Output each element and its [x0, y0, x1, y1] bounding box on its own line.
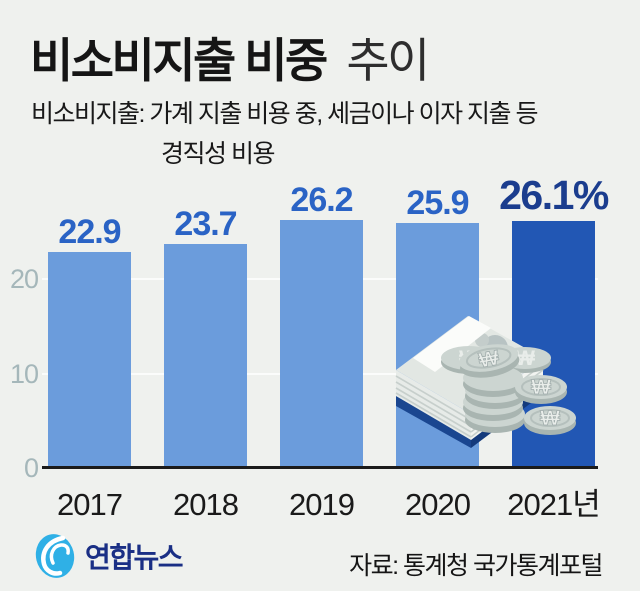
y-axis-label-10: 10	[9, 358, 39, 389]
svg-text:₩: ₩	[540, 407, 560, 430]
yonhap-logo-text: 연합뉴스	[85, 542, 184, 573]
x-axis-label-2021년: 2021년	[507, 487, 600, 522]
bar-2019	[280, 220, 363, 468]
x-axis-label-2020: 2020	[405, 487, 471, 522]
chart-description: 비소비지출: 가계 지출 비용 중, 세금이나 이자 지출 등 경직성 비용	[31, 94, 538, 174]
x-axis-label-2018: 2018	[173, 487, 239, 522]
y-axis-label-0: 0	[23, 453, 39, 483]
bar-value-label: 25.9	[406, 184, 469, 222]
yonhap-news-logo: 연합뉴스	[33, 533, 184, 579]
bar-value-label: 26.2	[290, 181, 353, 219]
page-title-sub: 추이	[346, 34, 430, 87]
page-title: 비소비지출 비중 추이	[30, 22, 430, 91]
chart-description-line2: 경직성 비용	[161, 140, 275, 168]
x-axis-baseline	[42, 466, 598, 469]
x-axis-label-2017: 2017	[57, 487, 123, 522]
bar-2018	[164, 244, 247, 468]
bar-2017	[48, 252, 131, 468]
chart-description-line1: 비소비지출: 가계 지출 비용 중, 세금이나 이자 지출 등	[31, 100, 538, 128]
svg-text:₩: ₩	[531, 376, 551, 399]
svg-text:₩: ₩	[477, 346, 501, 372]
bar-value-label: 22.9	[58, 213, 121, 251]
coin-stack: ₩ ₩ ₩ ₩ ₩	[441, 344, 576, 435]
page-title-main: 비소비지출 비중	[30, 34, 328, 87]
bar-value-label: 26.1%	[499, 172, 609, 218]
data-source: 자료: 통계청 국가통계포털	[349, 552, 603, 580]
svg-text:₩: ₩	[515, 347, 535, 370]
banknote-shadow	[396, 396, 471, 448]
y-axis-label-20: 20	[9, 264, 39, 294]
bar-value-label: 23.7	[174, 205, 237, 243]
x-axis-label-2019: 2019	[289, 487, 355, 522]
money-illustration: ₩ ₩ ₩ ₩ ₩	[395, 316, 576, 448]
yonhap-logo-icon	[35, 534, 75, 578]
